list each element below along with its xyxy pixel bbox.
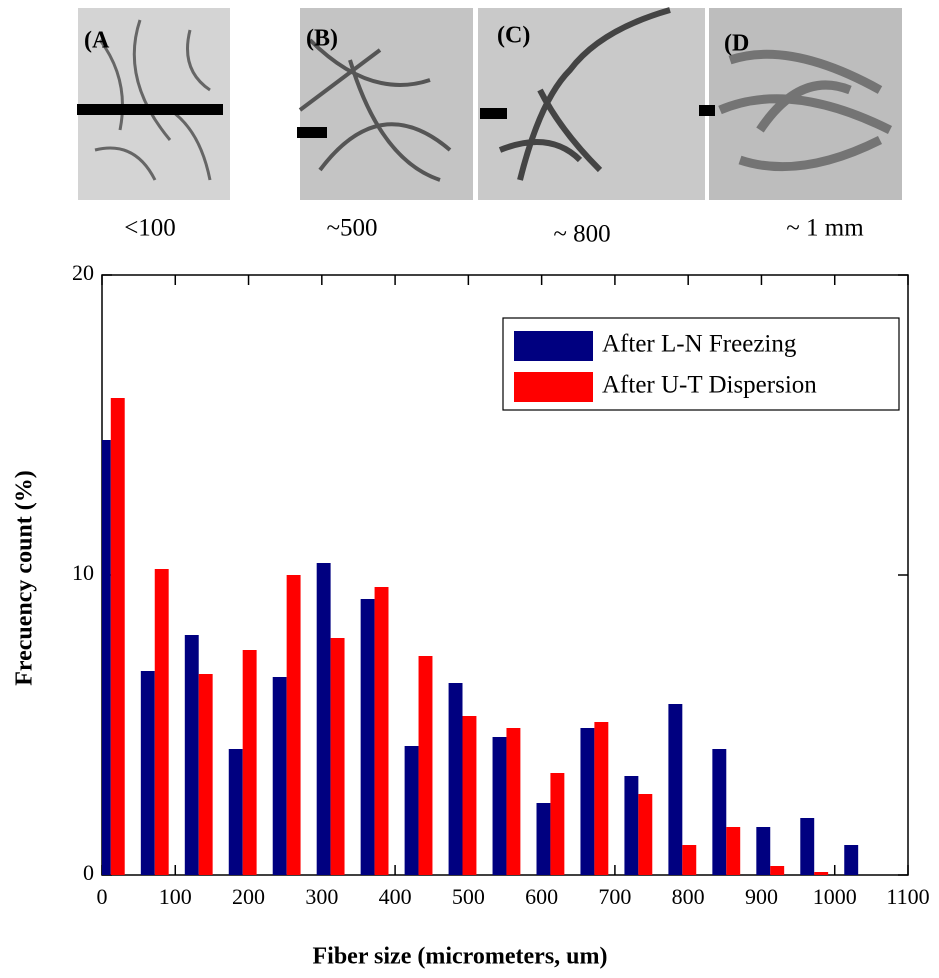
- bar: [102, 440, 111, 875]
- bar: [814, 872, 829, 875]
- fiber-texture: [94, 19, 212, 181]
- bar: [272, 677, 287, 875]
- x-tick-label: 1100: [886, 884, 929, 909]
- panel-caption: ~ 1 mm: [786, 215, 864, 242]
- x-tick-label: 600: [525, 884, 558, 909]
- legend-label: After L-N Freezing: [602, 331, 797, 358]
- bar: [712, 749, 727, 875]
- bar: [770, 866, 785, 875]
- bar: [198, 674, 213, 875]
- bar: [506, 728, 521, 875]
- bar: [550, 773, 565, 875]
- x-tick-label: 700: [598, 884, 631, 909]
- x-tick-label: 0: [97, 884, 108, 909]
- bar: [580, 728, 595, 875]
- x-tick-label: 400: [379, 884, 412, 909]
- bar: [756, 827, 771, 875]
- y-tick-label: 10: [72, 560, 94, 585]
- bar: [418, 656, 433, 875]
- fiber-texture: [498, 7, 671, 181]
- bar: [726, 827, 741, 875]
- x-tick-label: 500: [452, 884, 485, 909]
- scale-bar: [297, 127, 327, 138]
- panel-label: (B): [306, 26, 338, 52]
- bar: [624, 776, 639, 875]
- bar: [462, 716, 477, 875]
- micrograph-panels: [77, 7, 902, 200]
- x-tick-label: 300: [305, 884, 338, 909]
- x-axis-title: Fiber size (micrometers, um): [313, 944, 608, 970]
- bar: [316, 563, 331, 875]
- panel-label: (A: [84, 28, 110, 54]
- panel-label: (C): [497, 23, 530, 49]
- bar: [800, 818, 815, 875]
- x-tick-label: 1000: [813, 884, 857, 909]
- bar: [668, 704, 683, 875]
- bar: [110, 398, 125, 875]
- bar: [360, 599, 375, 875]
- bar: [242, 650, 257, 875]
- y-tick-label: 0: [83, 860, 94, 885]
- panel-label: (D: [724, 31, 749, 57]
- bar: [594, 722, 609, 875]
- scale-bar: [699, 105, 715, 116]
- legend: After L-N Freezing After U-T Dispersion: [502, 317, 900, 411]
- bar: [536, 803, 551, 875]
- bar: [404, 746, 419, 875]
- panel-caption: ~ 800: [553, 221, 610, 248]
- legend-label: After U-T Dispersion: [602, 372, 817, 399]
- x-tick-label: 900: [745, 884, 778, 909]
- legend-swatch: [514, 372, 593, 402]
- bar: [638, 794, 653, 875]
- panel-caption: ~500: [326, 215, 377, 242]
- legend-swatch: [514, 331, 593, 361]
- bar: [154, 569, 169, 875]
- bar: [492, 737, 507, 875]
- x-tick-label: 800: [672, 884, 705, 909]
- bar: [228, 749, 243, 875]
- scale-bar: [480, 108, 507, 119]
- bar: [448, 683, 463, 875]
- bar: [140, 671, 155, 875]
- y-axis-title: Frecuency count (%): [12, 470, 38, 686]
- bar: [286, 575, 301, 875]
- bar: [374, 587, 389, 875]
- bar: [844, 845, 859, 875]
- fiber-texture: [718, 49, 893, 172]
- panel-caption: <100: [124, 215, 176, 242]
- photo: [478, 8, 705, 200]
- scale-bar: [77, 104, 223, 115]
- bar: [184, 635, 199, 875]
- y-tick-label: 20: [72, 260, 94, 285]
- x-tick-label: 200: [232, 884, 265, 909]
- bars: [102, 398, 859, 875]
- photo: [300, 8, 473, 200]
- bar: [682, 845, 697, 875]
- fiber-texture: [298, 38, 452, 182]
- bar: [330, 638, 345, 875]
- x-tick-label: 100: [159, 884, 192, 909]
